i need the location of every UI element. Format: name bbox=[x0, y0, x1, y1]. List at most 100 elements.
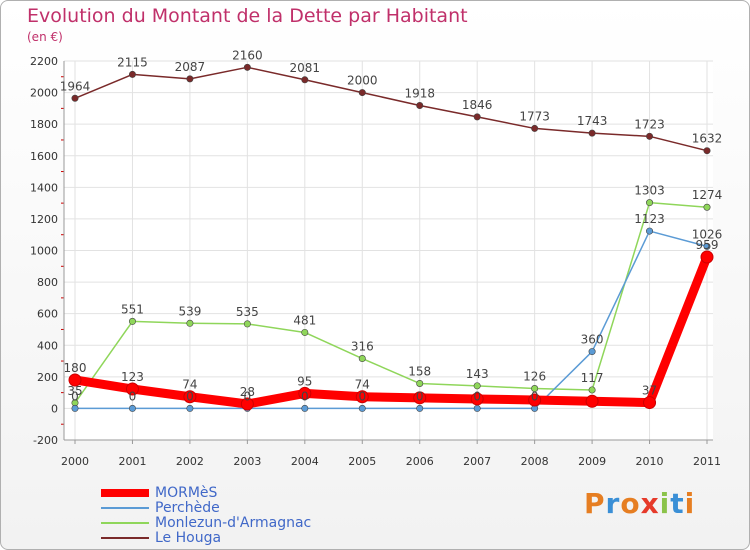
legend-item: MORMèS bbox=[101, 484, 311, 501]
data-label: 2160 bbox=[232, 48, 263, 62]
data-point bbox=[358, 404, 366, 412]
data-point bbox=[186, 404, 194, 412]
legend: MORMèS Perchède Monlezun-d'Armagnac Le Houg… bbox=[101, 484, 312, 546]
series-line-3 bbox=[74, 66, 708, 152]
data-point bbox=[186, 75, 194, 83]
data-point bbox=[416, 102, 424, 110]
data-label: 0 bbox=[71, 389, 79, 403]
axes: -200020040060080010001200140016001800200… bbox=[30, 55, 721, 468]
data-label: 74 bbox=[355, 378, 370, 392]
data-label: 1773 bbox=[519, 109, 550, 123]
y-tick-label: 800 bbox=[37, 276, 58, 289]
data-point bbox=[301, 404, 309, 412]
data-point bbox=[470, 392, 484, 406]
legend-swatch bbox=[101, 488, 149, 497]
data-point bbox=[700, 250, 714, 264]
legend-swatch bbox=[101, 506, 149, 509]
data-point bbox=[473, 382, 481, 390]
x-tick-label: 2010 bbox=[636, 455, 664, 468]
y-tick-label: 1600 bbox=[30, 150, 58, 163]
data-point bbox=[646, 227, 654, 235]
data-point bbox=[243, 63, 251, 71]
data-point bbox=[588, 386, 596, 394]
y-tick-label: -200 bbox=[33, 434, 58, 447]
data-label: 126 bbox=[523, 370, 546, 384]
logo-letter: o bbox=[620, 487, 641, 520]
x-tick-label: 2006 bbox=[406, 455, 434, 468]
chart-title: Evolution du Montant de la Dette par Hab… bbox=[27, 5, 468, 27]
data-label: 535 bbox=[236, 305, 259, 319]
data-point bbox=[646, 199, 654, 207]
data-label: 1846 bbox=[462, 98, 493, 112]
y-tick-label: 1400 bbox=[30, 181, 58, 194]
data-labels: 180 123 74 28 95 74 37 959 0 0 0 0 0 0 0 0 0 360 1123 1026 3… bbox=[60, 48, 723, 403]
data-point bbox=[643, 396, 657, 410]
legend-label: MORMèS bbox=[155, 484, 218, 501]
legend-swatch bbox=[101, 521, 149, 524]
data-label: 539 bbox=[178, 304, 201, 318]
logo-letter: t bbox=[670, 487, 685, 520]
data-label: 37 bbox=[642, 384, 657, 398]
data-point bbox=[588, 348, 596, 356]
proxiti-logo: Proxiti bbox=[584, 487, 695, 520]
logo-letter: P bbox=[584, 487, 606, 520]
data-point bbox=[186, 319, 194, 327]
data-point bbox=[298, 386, 312, 400]
data-point bbox=[588, 129, 596, 137]
data-point bbox=[646, 132, 654, 140]
y-tick-label: 1800 bbox=[30, 118, 58, 131]
data-label: 0 bbox=[473, 389, 481, 403]
data-point bbox=[301, 328, 309, 336]
logo-letter: r bbox=[605, 487, 621, 520]
data-point bbox=[243, 320, 251, 328]
data-label: 0 bbox=[129, 389, 137, 403]
y-tick-label: 200 bbox=[37, 371, 58, 384]
grid bbox=[64, 60, 713, 441]
data-label: 959 bbox=[696, 238, 719, 252]
legend-label: Perchède bbox=[155, 499, 220, 516]
series-line-2 bbox=[74, 201, 708, 404]
data-point bbox=[358, 89, 366, 97]
data-label: 360 bbox=[581, 333, 604, 347]
legend-label: Monlezun-d'Armagnac bbox=[155, 514, 312, 531]
data-label: 0 bbox=[416, 389, 424, 403]
data-label: 95 bbox=[297, 374, 312, 388]
data-label: 1743 bbox=[577, 114, 608, 128]
x-tick-label: 2009 bbox=[578, 455, 606, 468]
x-tick-label: 2002 bbox=[176, 455, 204, 468]
y-tick-label: 2000 bbox=[30, 87, 58, 100]
data-point bbox=[413, 391, 427, 405]
data-point bbox=[128, 404, 136, 412]
data-label: 123 bbox=[121, 370, 144, 384]
x-tick-label: 2008 bbox=[521, 455, 549, 468]
data-label: 1274 bbox=[692, 188, 723, 202]
logo-letter: i bbox=[659, 487, 671, 520]
y-tick-label: 2200 bbox=[30, 55, 58, 68]
data-label: 158 bbox=[408, 364, 431, 378]
data-point bbox=[416, 404, 424, 412]
data-label: 0 bbox=[186, 389, 194, 403]
data-point bbox=[68, 373, 82, 387]
y-tick-label: 1200 bbox=[30, 213, 58, 226]
legend-item: Le Houga bbox=[101, 530, 311, 546]
x-tick-label: 2003 bbox=[233, 455, 261, 468]
data-label: 0 bbox=[358, 389, 366, 403]
data-label: 28 bbox=[240, 385, 255, 399]
data-point bbox=[71, 94, 79, 102]
logo-letter: i bbox=[684, 487, 696, 520]
data-point bbox=[585, 394, 599, 408]
x-tick-label: 2005 bbox=[348, 455, 376, 468]
data-point bbox=[531, 124, 539, 132]
legend-swatch bbox=[101, 536, 149, 539]
series-line-1 bbox=[74, 230, 708, 410]
data-point bbox=[355, 390, 369, 404]
x-tick-label: 2001 bbox=[118, 455, 146, 468]
data-point bbox=[528, 393, 542, 407]
data-point bbox=[473, 404, 481, 412]
y-tick-label: 1000 bbox=[30, 245, 58, 258]
data-label: 551 bbox=[121, 302, 144, 316]
data-point bbox=[125, 382, 139, 396]
logo-letter: x bbox=[640, 487, 660, 520]
